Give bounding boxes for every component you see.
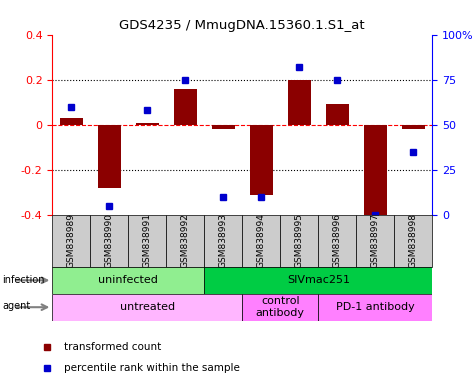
Bar [98,125,121,188]
Bar [212,125,235,129]
Text: percentile rank within the sample: percentile rank within the sample [64,363,239,373]
Bar [318,294,432,321]
Text: PD-1 antibody: PD-1 antibody [336,302,415,312]
Text: GSM838989: GSM838989 [67,214,76,268]
Bar [204,267,432,294]
Text: GSM838996: GSM838996 [333,214,342,268]
Bar [136,122,159,125]
Bar [166,215,204,267]
Bar [52,215,90,267]
Bar [288,80,311,125]
Text: GSM838995: GSM838995 [295,214,304,268]
Bar [52,267,204,294]
Bar [174,89,197,125]
Text: GSM838998: GSM838998 [409,214,418,268]
Text: infection: infection [2,275,45,285]
Text: GSM838997: GSM838997 [371,214,380,268]
Text: agent: agent [2,301,30,311]
Bar [402,125,425,129]
Text: untreated: untreated [120,302,175,312]
Bar [242,294,318,321]
Text: GSM838990: GSM838990 [105,214,114,268]
Bar [204,215,242,267]
Bar [364,125,387,217]
Text: transformed count: transformed count [64,342,161,352]
Text: SIVmac251: SIVmac251 [287,275,350,285]
Bar [280,215,318,267]
Text: GSM838993: GSM838993 [219,214,228,268]
Text: control
antibody: control antibody [256,296,305,318]
Bar [60,118,83,125]
Title: GDS4235 / MmugDNA.15360.1.S1_at: GDS4235 / MmugDNA.15360.1.S1_at [119,19,365,32]
Bar [318,215,356,267]
Bar [52,294,242,321]
Text: GSM838991: GSM838991 [143,214,152,268]
Text: GSM838992: GSM838992 [181,214,190,268]
Text: uninfected: uninfected [98,275,158,285]
Bar [394,215,432,267]
Bar [326,104,349,125]
Bar [250,125,273,195]
Bar [90,215,128,267]
Bar [356,215,394,267]
Bar [128,215,166,267]
Bar [242,215,280,267]
Text: GSM838994: GSM838994 [257,214,266,268]
